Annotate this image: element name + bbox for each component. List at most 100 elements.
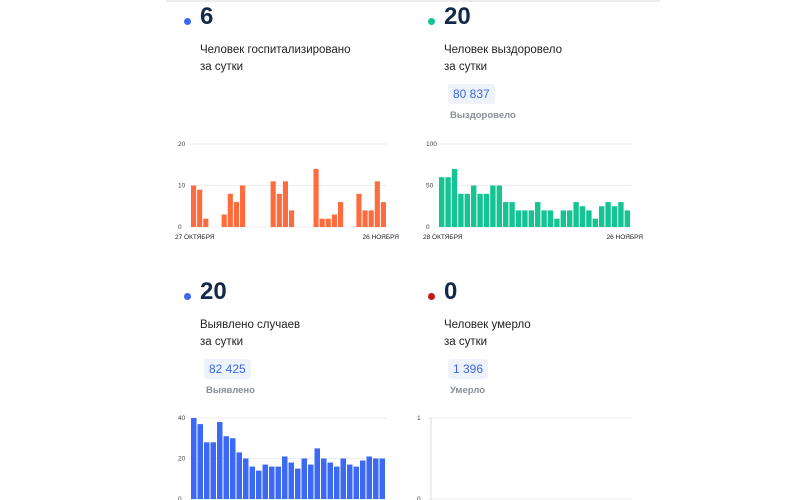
bar bbox=[547, 210, 554, 227]
bar bbox=[276, 193, 282, 227]
bar bbox=[197, 424, 203, 499]
bar bbox=[624, 210, 630, 227]
y-tick-label: 20 bbox=[178, 456, 186, 463]
bar bbox=[191, 418, 197, 499]
bar bbox=[314, 448, 320, 499]
bar bbox=[301, 458, 307, 499]
bar bbox=[541, 210, 547, 227]
bar bbox=[295, 468, 301, 499]
bar bbox=[573, 202, 579, 227]
deaths-value: 0 bbox=[444, 278, 458, 305]
bar bbox=[605, 202, 611, 227]
deaths-label: Человек умерло за сутки bbox=[444, 317, 531, 351]
bar bbox=[509, 202, 515, 227]
recovered-total-caption: Выздоровело bbox=[450, 110, 516, 121]
recovered-label: Человек выздоровело за сутки bbox=[444, 42, 562, 76]
bar bbox=[366, 456, 372, 499]
bar bbox=[356, 193, 362, 227]
deaths-total-badge: 1 396 bbox=[448, 359, 489, 379]
cases-dot-icon bbox=[184, 293, 191, 300]
y-tick-label: 1 bbox=[417, 415, 421, 422]
hospitalized-label-line1: Человек госпитализировано bbox=[200, 44, 351, 56]
bar bbox=[327, 462, 333, 499]
deaths-total-caption: Умерло bbox=[450, 385, 486, 396]
bar bbox=[334, 466, 340, 499]
bar bbox=[458, 193, 464, 227]
bar bbox=[560, 210, 566, 227]
bar bbox=[586, 210, 592, 227]
recovered-bar-chart: 100 50 0 28 ОКТЯБРЯ 26 НОЯБРЯ bbox=[423, 141, 643, 241]
bar bbox=[445, 177, 451, 227]
bar bbox=[217, 422, 223, 499]
bar bbox=[227, 193, 233, 227]
bar bbox=[535, 202, 541, 227]
recovered-label-line2: за сутки bbox=[444, 61, 488, 73]
bar bbox=[522, 210, 528, 227]
bar bbox=[256, 470, 262, 499]
bar bbox=[515, 210, 522, 227]
bar bbox=[490, 185, 496, 227]
bar bbox=[362, 210, 368, 227]
bar bbox=[233, 202, 239, 227]
bar bbox=[197, 189, 203, 227]
cases-label: Выявлено случаев за сутки bbox=[200, 317, 300, 351]
recovered-dot-icon bbox=[428, 18, 435, 25]
bar bbox=[331, 214, 337, 227]
cases-total-badge: 82 425 bbox=[204, 359, 251, 379]
bar bbox=[321, 458, 327, 499]
x-end-label: 26 НОЯБРЯ bbox=[363, 234, 400, 241]
bar bbox=[373, 458, 379, 499]
cases-label-line2: за сутки bbox=[200, 336, 244, 348]
bar bbox=[368, 210, 374, 227]
bar bbox=[554, 218, 560, 227]
bar bbox=[236, 452, 242, 499]
cases-value: 20 bbox=[200, 278, 227, 305]
bar bbox=[347, 464, 353, 499]
deaths-dot-icon bbox=[428, 293, 435, 300]
bar bbox=[464, 193, 470, 227]
top-divider bbox=[166, 0, 660, 2]
bar bbox=[353, 466, 359, 499]
bar bbox=[282, 181, 288, 227]
bar bbox=[203, 218, 209, 227]
bar bbox=[249, 466, 255, 499]
bar bbox=[282, 456, 288, 499]
bar bbox=[269, 466, 275, 499]
y-tick-label: 0 bbox=[417, 496, 421, 500]
bar bbox=[579, 206, 586, 227]
cases-bar-chart: 40 20 0 bbox=[178, 415, 386, 500]
hospitalized-dot-icon bbox=[184, 18, 191, 25]
bar bbox=[270, 181, 276, 227]
bar bbox=[477, 193, 483, 227]
x-start-label: 28 ОКТЯБРЯ bbox=[423, 234, 463, 241]
bar bbox=[288, 462, 294, 499]
bar bbox=[374, 181, 380, 227]
hospitalized-label: Человек госпитализировано за сутки bbox=[200, 42, 351, 76]
bar bbox=[223, 436, 229, 499]
deaths-label-line2: за сутки bbox=[444, 336, 488, 348]
deaths-bar-chart: 10 bbox=[417, 415, 632, 500]
y-tick-label: 100 bbox=[426, 141, 437, 148]
recovered-total-badge: 80 837 bbox=[448, 84, 495, 104]
bar bbox=[340, 458, 346, 499]
deaths-label-line1: Человек умерло bbox=[444, 319, 531, 331]
cases-total-caption: Выявлено bbox=[206, 385, 255, 396]
y-tick-label: 50 bbox=[426, 183, 434, 190]
bar bbox=[380, 202, 386, 227]
bar bbox=[567, 210, 573, 227]
bar bbox=[221, 214, 227, 227]
recovered-value: 20 bbox=[444, 3, 471, 30]
bar bbox=[618, 202, 624, 227]
bar bbox=[262, 464, 268, 499]
bar bbox=[240, 185, 246, 227]
bar bbox=[611, 206, 618, 227]
bar bbox=[210, 442, 216, 499]
bar bbox=[471, 185, 477, 227]
y-tick-label: 10 bbox=[178, 183, 186, 190]
bar bbox=[275, 466, 281, 499]
bar bbox=[528, 210, 534, 227]
bar bbox=[191, 185, 197, 227]
hospitalized-bar-chart: 20 10 0 27 ОКТЯБРЯ 26 НОЯБРЯ bbox=[175, 141, 400, 241]
bar bbox=[319, 218, 325, 227]
bar bbox=[592, 218, 598, 227]
